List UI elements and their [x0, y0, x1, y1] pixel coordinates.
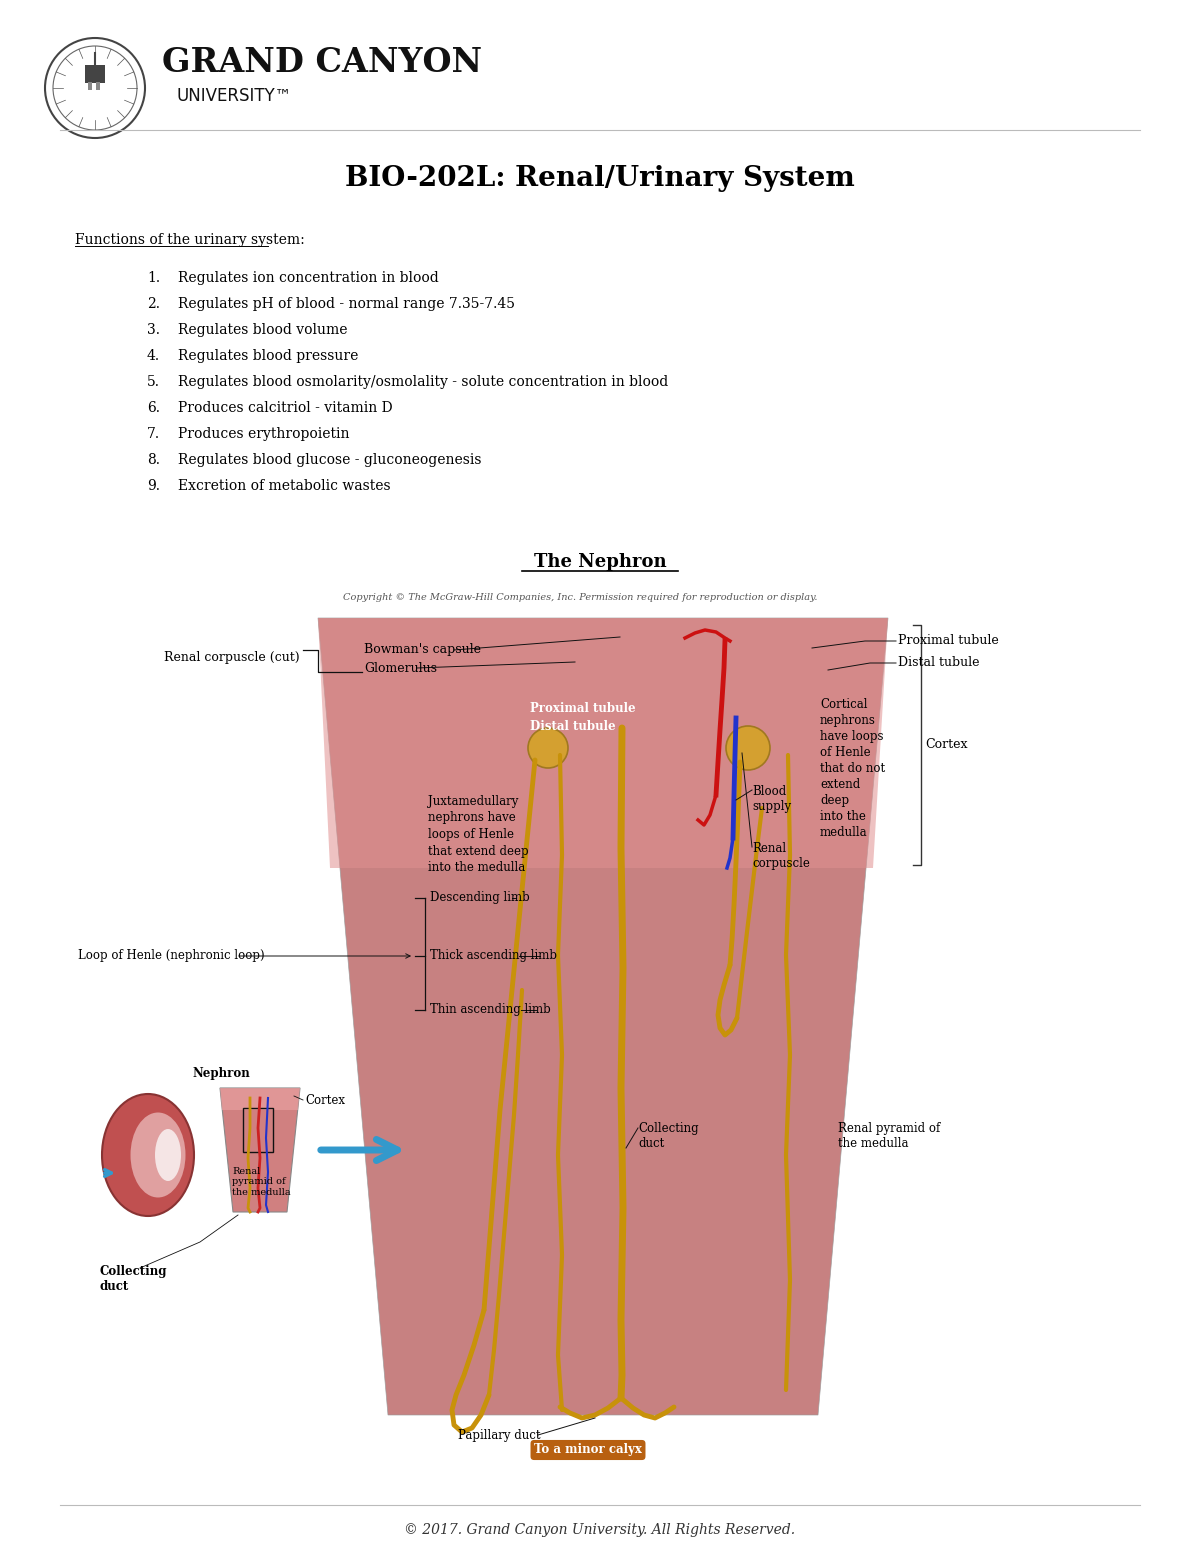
Text: 6.: 6.	[148, 401, 160, 415]
Text: Collecting
duct: Collecting duct	[100, 1266, 168, 1294]
Text: Renal
corpuscle: Renal corpuscle	[752, 842, 810, 870]
Polygon shape	[318, 618, 888, 868]
Text: Cortex: Cortex	[305, 1093, 346, 1106]
Text: 4.: 4.	[146, 349, 160, 363]
Text: Produces calcitriol - vitamin D: Produces calcitriol - vitamin D	[178, 401, 392, 415]
Text: 2.: 2.	[148, 297, 160, 311]
Text: Renal
pyramid of
the medulla: Renal pyramid of the medulla	[232, 1168, 290, 1197]
Text: Nephron: Nephron	[192, 1067, 250, 1079]
Text: Renal pyramid of
the medulla: Renal pyramid of the medulla	[838, 1121, 941, 1151]
Text: Cortex: Cortex	[925, 739, 967, 752]
Text: Regulates blood glucose - gluconeogenesis: Regulates blood glucose - gluconeogenesi…	[178, 453, 481, 467]
Polygon shape	[220, 1089, 300, 1110]
Text: Glomerulus: Glomerulus	[364, 662, 437, 674]
Text: Copyright © The McGraw-Hill Companies, Inc. Permission required for reproduction: Copyright © The McGraw-Hill Companies, I…	[343, 593, 817, 603]
Ellipse shape	[131, 1112, 186, 1197]
Text: Papillary duct: Papillary duct	[458, 1429, 540, 1441]
Text: Regulates pH of blood - normal range 7.35-7.45: Regulates pH of blood - normal range 7.3…	[178, 297, 515, 311]
Text: Loop of Henle (nephronic loop): Loop of Henle (nephronic loop)	[78, 949, 265, 963]
Bar	[242, 1107, 274, 1152]
Text: To a minor calyx: To a minor calyx	[534, 1443, 642, 1457]
Text: BIO-202L: Renal/Urinary System: BIO-202L: Renal/Urinary System	[346, 165, 854, 191]
Text: Cortical
nephrons
have loops
of Henle
that do not
extend
deep
into the
medulla: Cortical nephrons have loops of Henle th…	[820, 697, 886, 839]
Text: Regulates ion concentration in blood: Regulates ion concentration in blood	[178, 272, 439, 286]
Text: 7.: 7.	[146, 427, 160, 441]
Text: Blood
supply: Blood supply	[752, 784, 791, 814]
Text: Regulates blood volume: Regulates blood volume	[178, 323, 348, 337]
Text: Juxtamedullary
nephrons have
loops of Henle
that extend deep
into the medulla: Juxtamedullary nephrons have loops of He…	[428, 795, 529, 874]
Bar	[96, 82, 100, 90]
Circle shape	[726, 725, 770, 770]
Text: Functions of the urinary system:: Functions of the urinary system:	[74, 233, 305, 247]
Polygon shape	[220, 1089, 300, 1211]
Text: 3.: 3.	[148, 323, 160, 337]
Text: Thin ascending limb: Thin ascending limb	[430, 1003, 551, 1017]
Text: UNIVERSITY™: UNIVERSITY™	[176, 87, 292, 106]
Text: Bowman's capsule: Bowman's capsule	[364, 643, 481, 657]
Text: Proximal tubule: Proximal tubule	[898, 635, 998, 648]
Text: 9.: 9.	[148, 478, 160, 492]
Text: Distal tubule: Distal tubule	[898, 657, 979, 669]
Ellipse shape	[102, 1093, 194, 1216]
Text: Descending limb: Descending limb	[430, 891, 529, 904]
Text: The Nephron: The Nephron	[534, 553, 666, 572]
Text: Regulates blood pressure: Regulates blood pressure	[178, 349, 359, 363]
Text: Renal corpuscle (cut): Renal corpuscle (cut)	[164, 651, 300, 663]
Circle shape	[528, 728, 568, 769]
Polygon shape	[318, 618, 888, 1415]
Text: Thick ascending limb: Thick ascending limb	[430, 949, 557, 963]
Bar	[85, 65, 106, 82]
Text: 8.: 8.	[148, 453, 160, 467]
Text: Collecting
duct: Collecting duct	[638, 1121, 698, 1151]
Text: 5.: 5.	[148, 374, 160, 388]
Text: © 2017. Grand Canyon University. All Rights Reserved.: © 2017. Grand Canyon University. All Rig…	[404, 1523, 796, 1537]
Text: Distal tubule: Distal tubule	[530, 719, 616, 733]
Bar	[88, 82, 92, 90]
Text: GRAND CANYON: GRAND CANYON	[162, 45, 482, 79]
Text: Excretion of metabolic wastes: Excretion of metabolic wastes	[178, 478, 391, 492]
Text: Proximal tubule: Proximal tubule	[530, 702, 636, 714]
Text: 1.: 1.	[146, 272, 160, 286]
Text: Regulates blood osmolarity/osmolality - solute concentration in blood: Regulates blood osmolarity/osmolality - …	[178, 374, 668, 388]
Ellipse shape	[155, 1129, 181, 1180]
Text: Produces erythropoietin: Produces erythropoietin	[178, 427, 349, 441]
